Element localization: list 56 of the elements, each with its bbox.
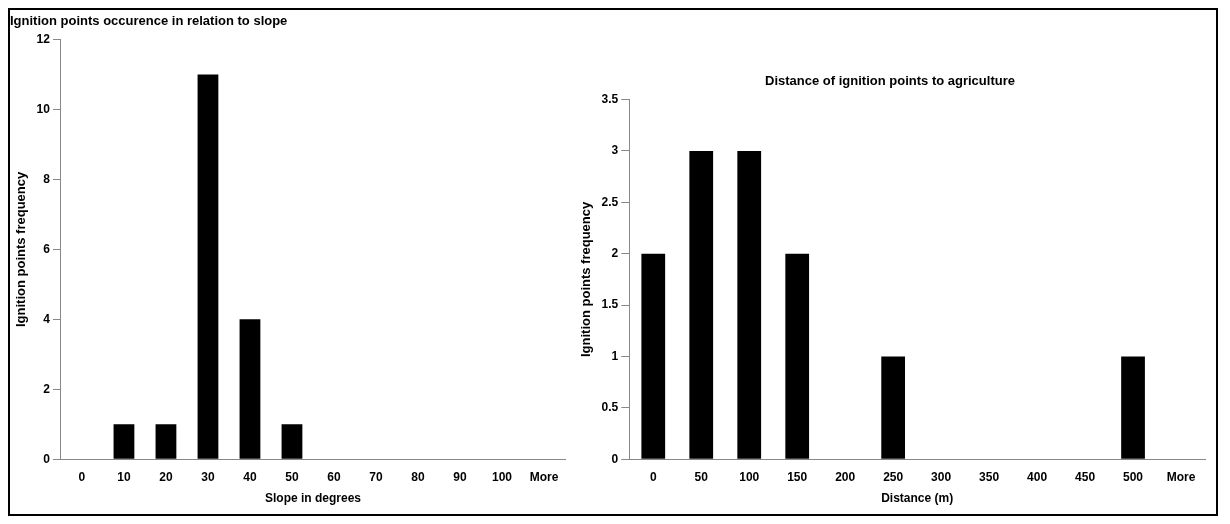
- x-tick-label: 250: [883, 469, 904, 484]
- y-tick-label: 2: [611, 246, 619, 261]
- x-axis-title: Slope in degrees: [264, 491, 362, 506]
- x-tick-label: 80: [411, 469, 425, 484]
- x-tick-label: More: [1166, 469, 1196, 484]
- x-tick-label: 500: [1123, 469, 1144, 484]
- x-tick-label: 70: [369, 469, 383, 484]
- x-tick-label: 50: [694, 469, 709, 484]
- y-tick-label: 8: [43, 171, 51, 186]
- y-tick-label: 3.5: [601, 91, 619, 106]
- x-tick-label: 400: [1027, 469, 1048, 484]
- bar: [113, 424, 135, 459]
- x-tick-label: 150: [787, 469, 808, 484]
- y-tick-label: 3: [611, 143, 619, 158]
- bar: [197, 74, 219, 459]
- y-tick-label: 6: [43, 241, 51, 256]
- y-axis-title: Ignition points frequency: [13, 170, 29, 328]
- y-tick-label: 10: [36, 101, 51, 116]
- x-axis-title: Distance (m): [881, 491, 954, 506]
- y-tick-label: 2.5: [601, 194, 619, 209]
- bar: [155, 424, 177, 459]
- x-tick-label: 0: [649, 469, 657, 484]
- y-tick-label: 1.5: [601, 297, 619, 312]
- bar: [737, 150, 762, 459]
- chart-title: Ignition points occurence in relation to slope: [10, 13, 288, 29]
- y-tick-label: 2: [43, 381, 51, 396]
- x-tick-label: 90: [453, 469, 467, 484]
- x-tick-label: 60: [327, 469, 341, 484]
- bar: [1121, 356, 1145, 459]
- x-tick-label: 200: [835, 469, 856, 484]
- y-tick-label: 4: [43, 311, 51, 326]
- y-tick-label: 0.5: [601, 400, 619, 415]
- y-tick-label: 1: [611, 348, 619, 363]
- x-tick-label: 50: [285, 469, 299, 484]
- bar: [689, 150, 714, 459]
- bar: [281, 424, 303, 459]
- y-tick-label: 0: [611, 451, 619, 466]
- bar: [239, 319, 261, 459]
- x-tick-label: 20: [159, 469, 173, 484]
- x-tick-label: More: [529, 469, 559, 484]
- y-tick-label: 12: [36, 31, 51, 46]
- y-tick-label: 0: [43, 451, 51, 466]
- x-tick-label: 10: [117, 469, 131, 484]
- y-axis-title: Ignition points frequency: [578, 200, 594, 358]
- x-tick-label: 0: [78, 469, 86, 484]
- x-tick-label: 30: [201, 469, 215, 484]
- x-tick-label: 100: [491, 469, 513, 484]
- x-tick-label: 450: [1075, 469, 1096, 484]
- x-tick-label: 300: [931, 469, 952, 484]
- bar: [641, 253, 666, 459]
- chart-title: Distance of ignition points to agriculture: [765, 73, 1015, 89]
- x-tick-label: 350: [979, 469, 1000, 484]
- x-tick-label: 40: [243, 469, 257, 484]
- bar: [881, 356, 906, 459]
- x-tick-label: 100: [739, 469, 760, 484]
- bar: [785, 253, 810, 459]
